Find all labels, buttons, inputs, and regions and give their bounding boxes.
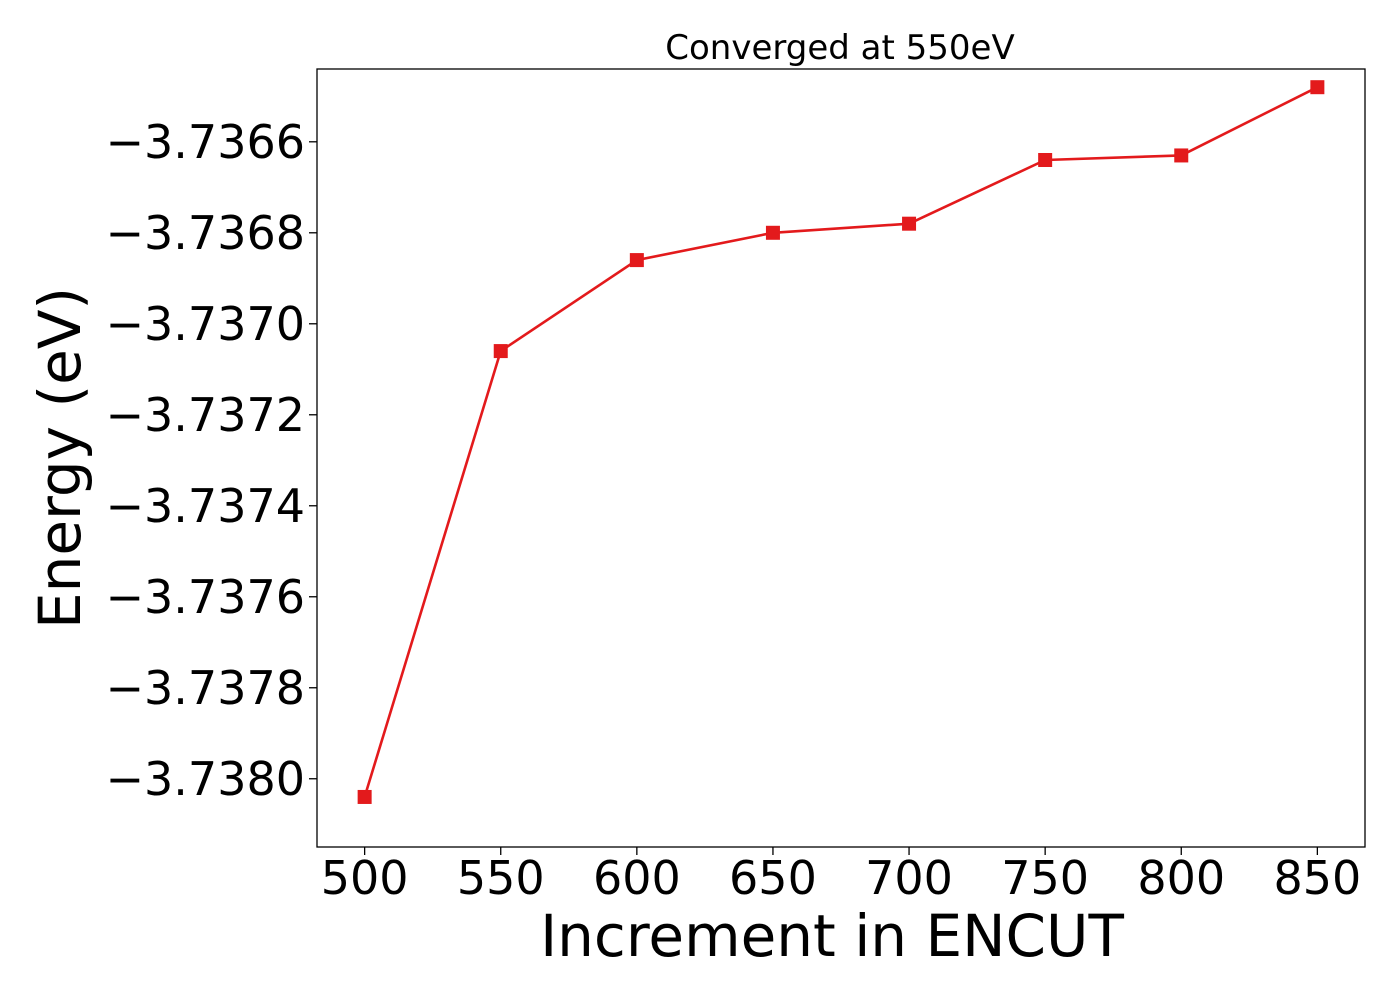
plot-area-frame: [316, 68, 1366, 848]
series-line: [363, 86, 1318, 798]
x-axis: 500 550 600 650 700 750 800 850: [321, 847, 1361, 905]
data-point-marker: [1310, 80, 1325, 95]
series-layer: [357, 80, 1325, 804]
x-tick-label: 500: [321, 851, 409, 905]
chart-title: Converged at 550eV: [665, 28, 1014, 68]
x-tick-label: 600: [593, 851, 681, 905]
data-point-marker: [357, 789, 372, 804]
y-tick-label: −3.7376: [106, 570, 306, 624]
y-tick-label: −3.7368: [106, 206, 306, 260]
data-point-marker: [1038, 152, 1053, 167]
y-tick-label: −3.7370: [106, 297, 306, 351]
y-tick-label: −3.7374: [106, 479, 306, 533]
x-tick-label: 700: [865, 851, 953, 905]
y-axis: −3.7366 −3.7368 −3.7370 −3.7372 −3.7374 −3.73…: [106, 115, 317, 806]
data-point-marker: [1174, 148, 1189, 163]
x-axis-label: Increment in ENCUT: [540, 902, 1124, 970]
y-tick-label: −3.7378: [106, 661, 306, 715]
y-axis-label: Energy (eV): [26, 287, 94, 629]
x-tick-label: 850: [1273, 851, 1361, 905]
y-tick-label: −3.7372: [106, 388, 306, 442]
data-point-marker: [765, 225, 780, 240]
y-tick-label: −3.7366: [106, 115, 306, 169]
data-point-marker: [629, 253, 644, 268]
x-tick-label: 550: [457, 851, 545, 905]
data-point-marker: [902, 216, 917, 231]
data-point-marker: [493, 344, 508, 359]
x-tick-label: 650: [729, 851, 817, 905]
x-tick-label: 750: [1001, 851, 1089, 905]
x-tick-label: 800: [1137, 851, 1225, 905]
y-tick-label: −3.7380: [106, 752, 306, 806]
